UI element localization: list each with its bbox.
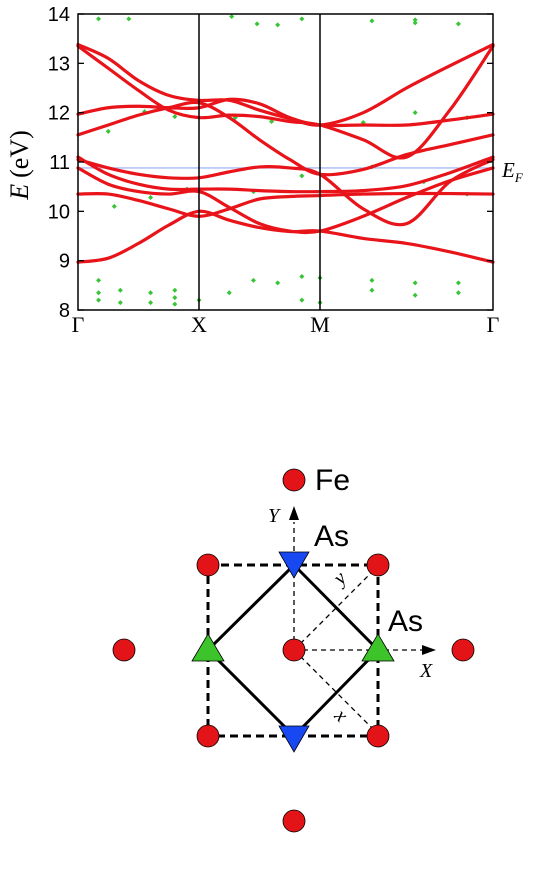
y-axis-unit: (eV)	[5, 130, 34, 178]
data-point	[172, 287, 178, 293]
data-point	[412, 292, 418, 298]
data-point	[299, 273, 305, 279]
band-lines-layer	[76, 42, 495, 264]
band-line-9	[76, 42, 495, 127]
data-point	[172, 114, 178, 120]
data-point	[96, 277, 102, 283]
fermi-label-main: E	[501, 158, 515, 182]
data-point	[275, 22, 281, 28]
y-tick-label: 11	[49, 152, 70, 174]
k-point-divider-layer	[198, 14, 321, 310]
axis-Y-label: Y	[268, 505, 281, 527]
y-axis-line	[293, 568, 376, 651]
data-point	[117, 300, 123, 306]
data-point	[226, 290, 232, 296]
data-point	[299, 16, 305, 22]
data-point	[275, 280, 281, 286]
data-point	[148, 195, 154, 201]
data-point	[455, 290, 461, 296]
fe-atoms	[112, 468, 475, 833]
fe-atom	[282, 638, 306, 662]
y-tick-label: 10	[48, 201, 70, 223]
fermi-label-sub: F	[514, 170, 524, 185]
fe-label: Fe	[315, 464, 350, 497]
data-point	[369, 18, 375, 24]
band-line-1	[76, 209, 495, 264]
y-tick-label: 9	[59, 251, 70, 273]
band-line-3	[76, 166, 495, 235]
Y-axis-arrowhead	[289, 506, 299, 520]
y-tick-label: 14	[48, 4, 70, 26]
data-point	[96, 297, 102, 303]
data-point	[299, 173, 305, 179]
axis-y-label: y	[328, 567, 351, 590]
y-axis-symbol: E	[5, 184, 34, 201]
data-point	[229, 13, 235, 19]
band-line-4	[76, 155, 495, 194]
data-point	[105, 128, 111, 134]
fermi-label: EF	[501, 158, 524, 185]
y-tick-label: 8	[59, 300, 70, 322]
data-point	[269, 119, 275, 125]
fe-atom	[282, 468, 306, 492]
y-axis-ticks: 8 9 10 11 12 13 14	[48, 4, 493, 322]
band-line-2	[76, 191, 495, 218]
as-down-triangle-top	[278, 551, 310, 579]
fe-atom	[366, 724, 390, 748]
data-point	[412, 20, 418, 26]
fe-atom	[366, 553, 390, 577]
band-line-6	[76, 100, 495, 177]
data-point	[111, 203, 117, 209]
data-point	[126, 16, 132, 22]
fe-atom	[196, 553, 220, 577]
data-point	[96, 16, 102, 22]
data-point	[148, 300, 154, 306]
k-point-label: M	[310, 312, 330, 337]
band-line-8	[76, 44, 495, 160]
data-points-layer	[96, 13, 470, 307]
data-point	[254, 21, 260, 27]
band-line-5	[76, 157, 495, 227]
data-point	[412, 280, 418, 286]
x-axis-line	[293, 649, 376, 732]
data-point	[455, 280, 461, 286]
X-axis-arrowhead	[422, 645, 436, 655]
k-point-label: Γ	[487, 312, 500, 337]
lattice-diagram: Fe As As Y X y x	[112, 464, 475, 833]
axis-X-label: X	[419, 660, 433, 682]
data-point	[117, 287, 123, 293]
k-point-label: Γ	[72, 312, 85, 337]
as-down-triangle-bottom	[278, 725, 310, 753]
as-right-label: As	[388, 605, 423, 638]
as-up-triangle-right	[361, 633, 395, 662]
fe-atom	[196, 724, 220, 748]
k-point-label: X	[191, 312, 207, 337]
data-point	[412, 17, 418, 23]
y-tick-label: 12	[48, 103, 70, 125]
band-line-7	[76, 97, 495, 128]
data-point	[369, 287, 375, 293]
axis-x-label: x	[329, 704, 352, 727]
plot-frame	[77, 13, 494, 311]
fe-atom	[282, 809, 306, 833]
y-axis-label: E (eV)	[5, 130, 34, 201]
data-point	[148, 290, 154, 296]
as-up-triangle-left	[191, 633, 225, 662]
data-point	[412, 110, 418, 116]
fe-atom	[112, 638, 136, 662]
data-point	[172, 301, 178, 307]
fe-atom	[451, 638, 475, 662]
data-point	[250, 277, 256, 283]
y-tick-label: 13	[48, 53, 70, 75]
data-point	[96, 290, 102, 296]
data-point	[299, 297, 305, 303]
data-point	[172, 295, 178, 301]
as-top-label: As	[314, 520, 349, 553]
data-point	[369, 277, 375, 283]
data-point	[455, 21, 461, 27]
